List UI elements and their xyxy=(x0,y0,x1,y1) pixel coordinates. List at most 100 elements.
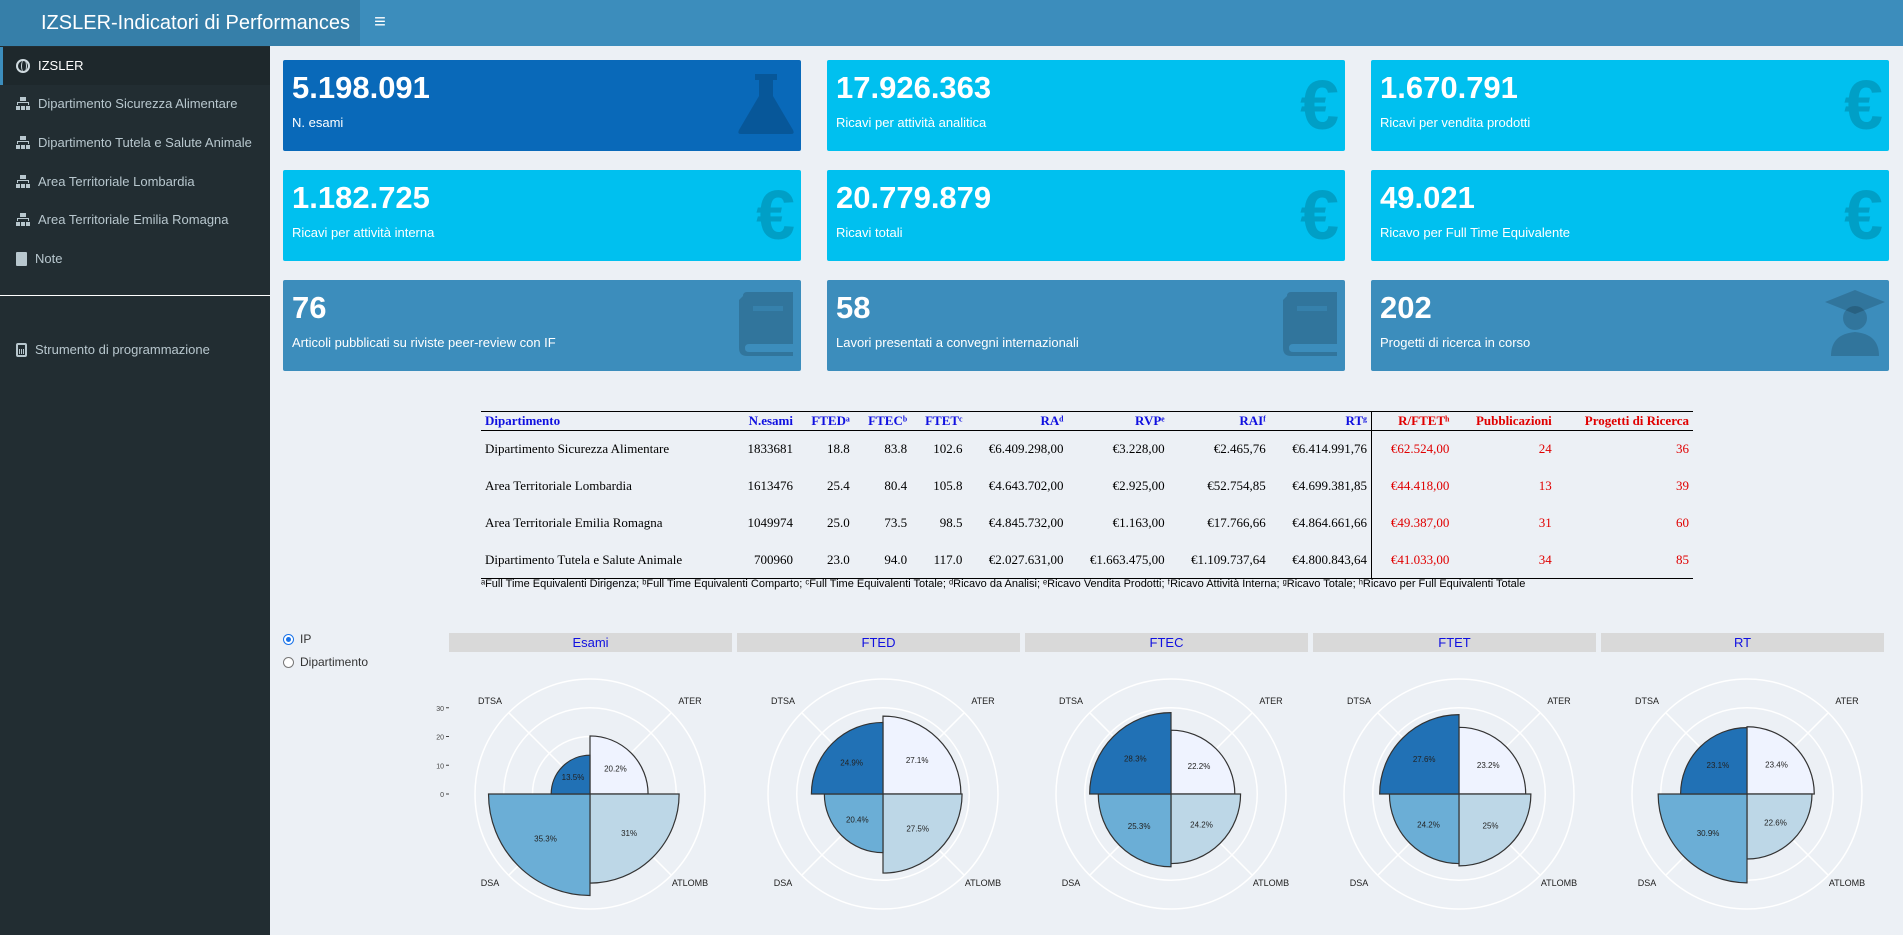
grid-ring xyxy=(1631,678,1863,910)
y-tick-label: 10 xyxy=(436,763,444,770)
table-cell: 36 xyxy=(1676,441,1689,457)
table-row: Area Territoriale Lombardia 1613476 25.4… xyxy=(481,467,1693,505)
polar-wedge-ater[interactable] xyxy=(1170,729,1236,795)
sitemap-icon xyxy=(16,175,30,189)
sidebar-item-label: Strumento di programmazione xyxy=(35,342,210,357)
data-label: 24.2% xyxy=(1417,821,1440,830)
sidebar-item-dtsa[interactable]: Dipartimento Tutela e Salute Animale xyxy=(0,124,270,162)
column-header: Pubblicazioni xyxy=(1453,411,1556,431)
sidebar-item-dsa[interactable]: Dipartimento Sicurezza Alimentare xyxy=(0,85,270,123)
sitemap-icon xyxy=(16,97,30,111)
polar-wedge-ater[interactable] xyxy=(882,715,962,795)
table-cell: Dipartimento Sicurezza Alimentare xyxy=(485,441,670,457)
category-label: ATLOMB xyxy=(1253,878,1289,888)
polar-chart-esami: 20.2% 31% 35.3% 13.5% ATER ATLOMB DSA DTSA 0 10 20… xyxy=(436,678,708,910)
euro-icon: € xyxy=(1300,176,1339,254)
table-cell: 1613476 xyxy=(747,478,794,493)
category-label: DTSA xyxy=(1059,696,1083,706)
table-cell: Area Territoriale Lombardia xyxy=(485,478,632,493)
polar-wedge-atlomb[interactable] xyxy=(882,793,963,874)
column-header: R/FTETʰ xyxy=(1370,411,1454,431)
polar-chart-rt: 23.4% 22.6% 30.9% 23.1% ATER ATLOMB DSA DTSA xyxy=(1631,678,1865,910)
value-box-number: 49.021 xyxy=(1380,180,1475,215)
polar-wedge-dtsa[interactable] xyxy=(550,754,591,795)
table-cell: €3.228,00 xyxy=(1112,441,1165,457)
polar-wedge-atlomb[interactable] xyxy=(1458,793,1532,867)
table-cell: €44.418,00 xyxy=(1370,467,1454,505)
category-label: ATER xyxy=(1835,696,1859,706)
table-cell: €2.027.631,00 xyxy=(966,541,1068,579)
polar-wedge-dsa[interactable] xyxy=(487,793,591,897)
euro-icon: € xyxy=(756,176,795,254)
data-label: 22.6% xyxy=(1764,818,1787,827)
sidebar-toggle-button[interactable]: ≡ xyxy=(374,11,386,33)
sidebar-item-label: Dipartimento Tutela e Salute Animale xyxy=(38,135,252,150)
table-cell: €4.699.381,85 xyxy=(1292,478,1367,493)
column-header: RVPᵉ xyxy=(1067,411,1169,431)
table-cell: 1049974 xyxy=(747,515,794,530)
polar-wedge-ater[interactable] xyxy=(1746,726,1815,795)
polar-wedge-dtsa[interactable] xyxy=(810,721,884,795)
polar-wedge-atlomb[interactable] xyxy=(1170,793,1242,865)
value-box-label: N. esami xyxy=(292,115,344,130)
category-label: DSA xyxy=(1062,878,1081,888)
table-cell: 117.0 xyxy=(911,541,967,579)
chart-title-esami: Esami xyxy=(449,633,732,652)
value-box-ricavi-analitica: 17.926.363 Ricavi per attività analitica… xyxy=(827,60,1345,151)
table-cell: 73.5 xyxy=(884,515,908,530)
sidebar-item-strumento[interactable]: Strumento di programmazione xyxy=(0,331,270,369)
polar-wedge-ater[interactable] xyxy=(589,735,649,795)
category-label: ATER xyxy=(678,696,702,706)
book-icon xyxy=(1283,292,1337,356)
data-label: 30.9% xyxy=(1697,829,1720,838)
polar-wedge-dtsa[interactable] xyxy=(1089,712,1172,795)
polar-wedge-dsa[interactable] xyxy=(823,793,884,854)
radio-dipartimento[interactable]: Dipartimento xyxy=(283,655,368,669)
radio-ip[interactable]: IP xyxy=(283,632,311,646)
polar-wedge-atlomb[interactable] xyxy=(589,793,680,884)
polar-wedge-dtsa[interactable] xyxy=(1679,726,1748,795)
data-label: 13.5% xyxy=(562,773,585,782)
category-label: DTSA xyxy=(1347,696,1371,706)
value-box-progetti: 202 Progetti di ricerca in corso xyxy=(1371,280,1889,371)
table-row: Area Territoriale Emilia Romagna 1049974… xyxy=(481,504,1693,542)
table-cell: 60 xyxy=(1676,515,1689,530)
table-cell: 23.0 xyxy=(797,541,854,579)
category-label: DSA xyxy=(774,878,793,888)
sidebar-item-ater[interactable]: Area Territoriale Emilia Romagna xyxy=(0,201,270,239)
polar-wedge-atlomb[interactable] xyxy=(1746,793,1813,860)
radio-dot[interactable] xyxy=(283,656,294,668)
radio-dot[interactable] xyxy=(283,633,294,645)
data-label: 22.2% xyxy=(1188,762,1211,771)
polar-wedge-ater[interactable] xyxy=(1458,726,1527,795)
app-title[interactable]: IZSLER-Indicatori di Performances xyxy=(0,0,360,46)
book-icon xyxy=(16,252,27,266)
data-label: 31% xyxy=(621,829,637,838)
table-cell: €17.766,66 xyxy=(1207,515,1266,530)
table-cell: €49.387,00 xyxy=(1370,504,1454,542)
polar-wedge-dsa[interactable] xyxy=(1388,793,1460,865)
y-tick-label: 30 xyxy=(436,706,444,713)
value-box-number: 20.779.879 xyxy=(836,180,992,215)
column-header: FTECᵇ xyxy=(853,411,912,431)
sidebar-item-note[interactable]: Note xyxy=(0,240,270,278)
sidebar-item-izsler[interactable]: IZSLER xyxy=(0,47,270,85)
polar-wedge-dsa[interactable] xyxy=(1657,793,1748,884)
sidebar: IZSLER Dipartimento Sicurezza Alimentare… xyxy=(0,46,270,935)
sidebar-item-atlomb[interactable]: Area Territoriale Lombardia xyxy=(0,163,270,201)
book-icon xyxy=(739,292,793,356)
data-label: 24.2% xyxy=(1190,821,1213,830)
graduate-icon xyxy=(1825,290,1885,356)
category-label: DTSA xyxy=(1635,696,1659,706)
category-label: DTSA xyxy=(771,696,795,706)
value-box-esami: 5.198.091 N. esami xyxy=(283,60,801,151)
table-cell: €4.845.732,00 xyxy=(988,515,1064,530)
table-cell: 700960 xyxy=(731,541,798,579)
value-box-ricavi-interna: 1.182.725 Ricavi per attività interna € xyxy=(283,170,801,261)
calculator-icon xyxy=(16,343,27,357)
polar-wedge-dsa[interactable] xyxy=(1097,793,1172,868)
category-label: DSA xyxy=(481,878,500,888)
value-box-ricavi-vendita: 1.670.791 Ricavi per vendita prodotti € xyxy=(1371,60,1889,151)
chart-title-ftec: FTEC xyxy=(1025,633,1308,652)
polar-wedge-dtsa[interactable] xyxy=(1379,714,1460,795)
